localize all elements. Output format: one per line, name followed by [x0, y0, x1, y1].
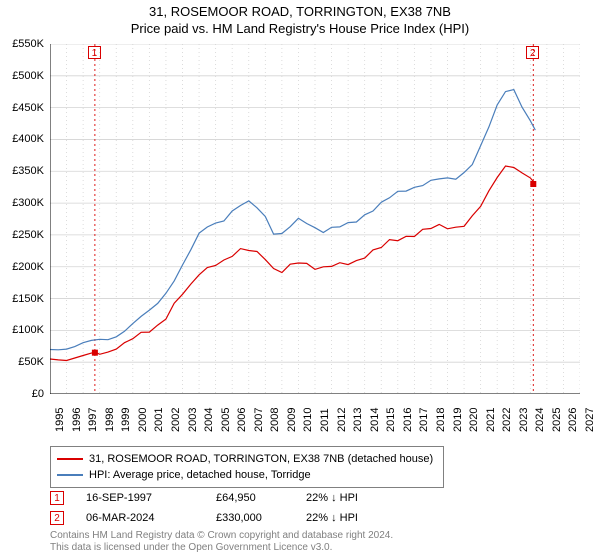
footer-attribution: Contains HM Land Registry data © Crown c…	[50, 530, 393, 554]
x-tick-label: 1997	[87, 408, 99, 432]
transaction-vs-hpi: 22% ↓ HPI	[306, 512, 396, 524]
legend-label: HPI: Average price, detached house, Torr…	[89, 469, 311, 481]
x-tick-label: 2011	[319, 408, 331, 432]
x-tick-label: 2015	[385, 408, 397, 432]
x-tick-label: 2008	[269, 408, 281, 432]
x-tick-label: 2006	[236, 408, 248, 432]
y-tick-label: £450K	[12, 102, 44, 114]
title-block: 31, ROSEMOOR ROAD, TORRINGTON, EX38 7NB …	[0, 0, 600, 36]
y-tick-label: £0	[32, 388, 44, 400]
x-tick-label: 2010	[302, 408, 314, 432]
y-tick-label: £250K	[12, 229, 44, 241]
transaction-row: 1 16-SEP-1997£64,95022% ↓ HPI	[50, 488, 396, 508]
x-tick-label: 2005	[220, 408, 232, 432]
series-hpi	[50, 90, 535, 350]
footer-line-2: This data is licensed under the Open Gov…	[50, 542, 393, 554]
transaction-price: £330,000	[216, 512, 306, 524]
series-subject	[50, 166, 533, 361]
transaction-point	[92, 350, 98, 356]
y-tick-label: £300K	[12, 197, 44, 209]
transaction-date: 16-SEP-1997	[86, 492, 216, 504]
x-tick-label: 1995	[54, 408, 66, 432]
x-tick-label: 2027	[584, 408, 596, 432]
x-tick-label: 1999	[120, 408, 132, 432]
x-tick-label: 2019	[452, 408, 464, 432]
x-tick-label: 2021	[485, 408, 497, 432]
footer-line-1: Contains HM Land Registry data © Crown c…	[50, 530, 393, 542]
x-tick-label: 1998	[104, 408, 116, 432]
x-tick-label: 2025	[551, 408, 563, 432]
transaction-vs-hpi: 22% ↓ HPI	[306, 492, 396, 504]
y-tick-label: £200K	[12, 261, 44, 273]
y-tick-label: £550K	[12, 38, 44, 50]
legend-swatch	[57, 458, 83, 460]
x-tick-label: 2022	[501, 408, 513, 432]
legend-row: HPI: Average price, detached house, Torr…	[57, 467, 437, 483]
x-tick-label: 2017	[418, 408, 430, 432]
x-tick-label: 2023	[518, 408, 530, 432]
legend-row: 31, ROSEMOOR ROAD, TORRINGTON, EX38 7NB …	[57, 451, 437, 467]
x-tick-label: 2013	[352, 408, 364, 432]
x-axis-ticks: 1995 1996 1997 1998 1999 2000 2001 2002 2003 2004…	[50, 398, 580, 446]
x-tick-label: 2014	[369, 408, 381, 432]
transaction-row-marker: 2	[50, 511, 64, 525]
x-tick-label: 2001	[153, 408, 165, 432]
y-tick-label: £100K	[12, 324, 44, 336]
x-tick-label: 2007	[253, 408, 265, 432]
x-tick-label: 2026	[567, 408, 579, 432]
x-tick-label: 2024	[534, 408, 546, 432]
x-tick-label: 2002	[170, 408, 182, 432]
chart-title: 31, ROSEMOOR ROAD, TORRINGTON, EX38 7NB	[0, 4, 600, 19]
y-axis-ticks: £0£50K£100K£150K£200K£250K£300K£350K£400…	[0, 44, 48, 394]
y-tick-label: £50K	[18, 356, 44, 368]
transaction-price: £64,950	[216, 492, 306, 504]
transaction-row-marker: 1	[50, 491, 64, 505]
x-tick-label: 2004	[203, 408, 215, 432]
legend-label: 31, ROSEMOOR ROAD, TORRINGTON, EX38 7NB …	[89, 453, 433, 465]
chart-container: 31, ROSEMOOR ROAD, TORRINGTON, EX38 7NB …	[0, 0, 600, 560]
plot-svg	[50, 44, 580, 394]
x-tick-label: 2020	[468, 408, 480, 432]
transaction-row: 2 06-MAR-2024£330,00022% ↓ HPI	[50, 508, 396, 528]
legend: 31, ROSEMOOR ROAD, TORRINGTON, EX38 7NB …	[50, 446, 444, 488]
chart-subtitle: Price paid vs. HM Land Registry's House …	[0, 21, 600, 36]
transaction-table: 1 16-SEP-1997£64,95022% ↓ HPI 2 06-MAR-2024…	[50, 488, 396, 528]
y-tick-label: £400K	[12, 133, 44, 145]
transaction-date: 06-MAR-2024	[86, 512, 216, 524]
transaction-marker: 1	[88, 46, 101, 59]
x-tick-label: 2016	[402, 408, 414, 432]
y-tick-label: £500K	[12, 70, 44, 82]
x-tick-label: 2000	[137, 408, 149, 432]
legend-swatch	[57, 474, 83, 476]
x-tick-label: 2012	[336, 408, 348, 432]
transaction-marker: 2	[526, 46, 539, 59]
plot-area: 12	[50, 44, 580, 394]
transaction-point	[530, 181, 536, 187]
x-tick-label: 1996	[71, 408, 83, 432]
y-tick-label: £150K	[12, 293, 44, 305]
x-tick-label: 2018	[435, 408, 447, 432]
x-tick-label: 2003	[187, 408, 199, 432]
x-tick-label: 2009	[286, 408, 298, 432]
y-tick-label: £350K	[12, 165, 44, 177]
